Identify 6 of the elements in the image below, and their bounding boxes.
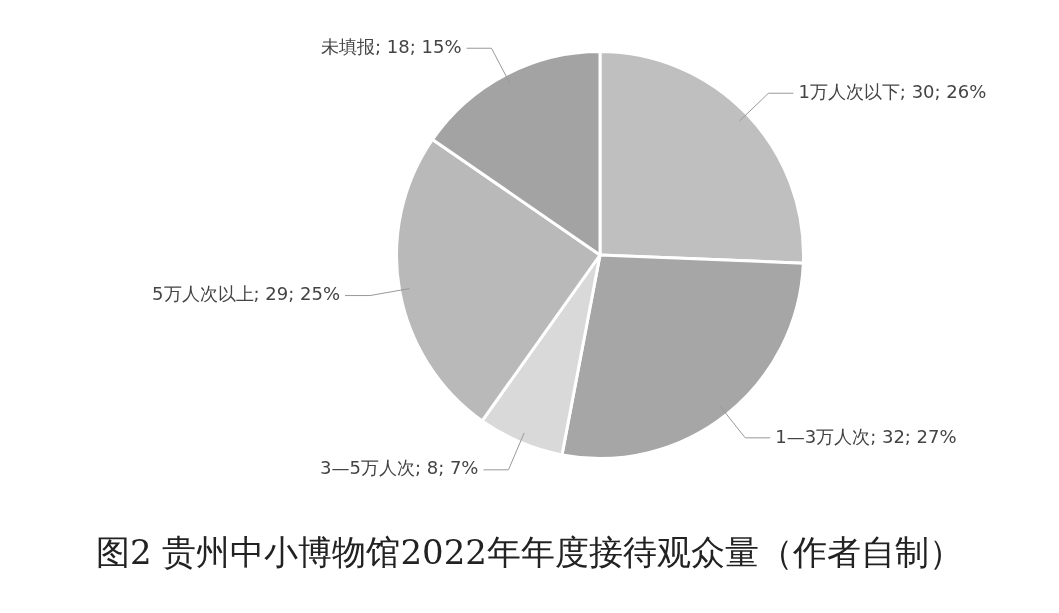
slice-label: 未填报; 18; 15%: [321, 35, 462, 57]
slice-label: 1—3万人次; 32; 27%: [775, 425, 957, 447]
slice-label: 5万人次以上; 29; 25%: [152, 283, 341, 305]
slice-label: 3—5万人次; 8; 7%: [319, 457, 479, 479]
slice-label: 1万人次以下; 30; 26%: [798, 80, 987, 102]
text: 图2 贵州中小博物馆2022年年度接待观众量（作者自制）: [95, 531, 964, 574]
